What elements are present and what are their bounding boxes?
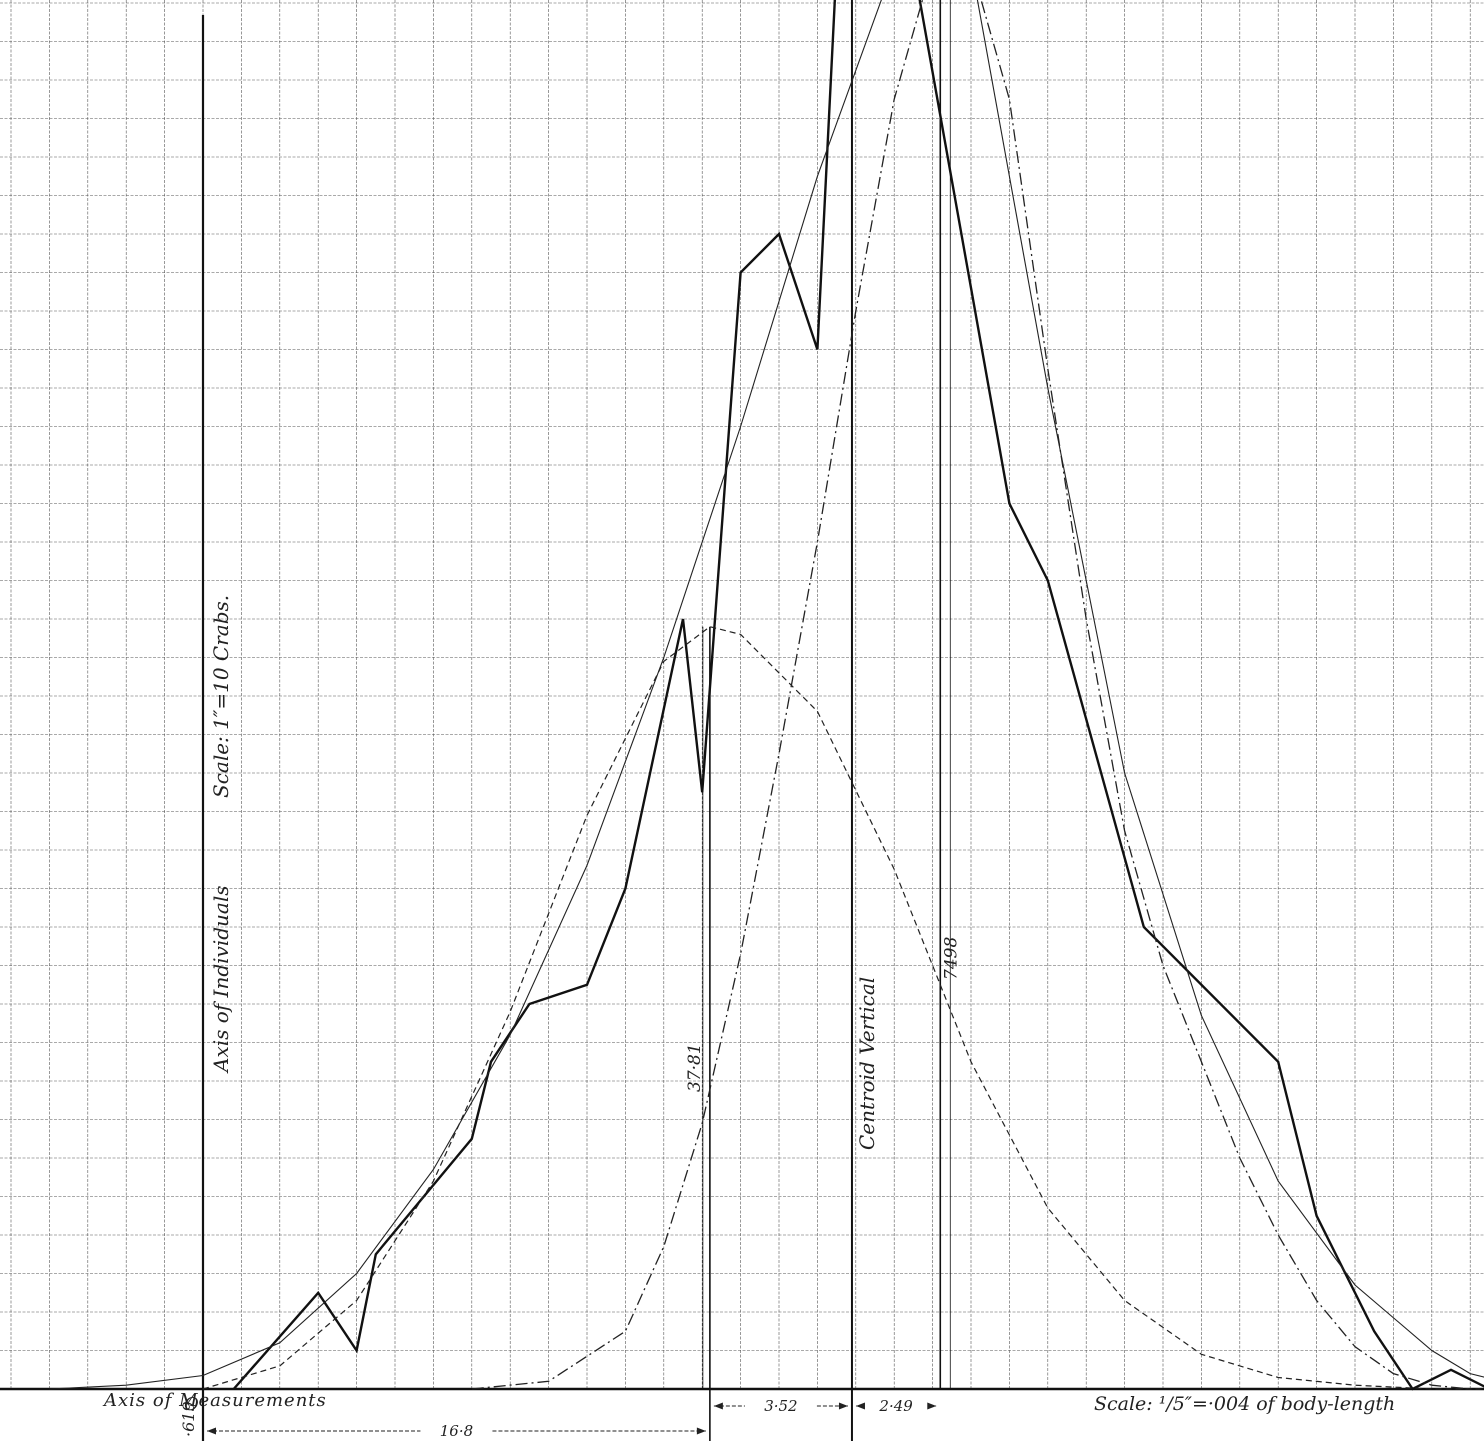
vertical-label: 37·81 [685,1043,705,1092]
origin-label: O [184,1394,199,1415]
series-component-1-line [202,626,1484,1390]
dimension-arrowhead [855,1402,865,1410]
dimension-arrowhead [696,1427,706,1435]
x-axis-title: Axis of Measurements [102,1390,327,1411]
dimension-arrowhead [713,1402,723,1410]
chart-verticals: 37·81 Centroid Vertical 7498 [685,0,961,1441]
origin-value: ·619 [179,1401,198,1437]
dimension-arrowhead [207,1427,216,1435]
series-observed-line [232,0,1484,1391]
dimension-label: 2·49 [878,1397,913,1415]
dimension-arrowhead [838,1402,848,1410]
vertical-label: Centroid Vertical [855,977,879,1150]
dimension-label: 3·52 [764,1397,797,1415]
series-component-2-line [471,0,1471,1390]
chart-dimensions: 16·8 3·52 2·49 [207,1397,937,1440]
vertical-label: 7498 [941,937,961,980]
x-scale-note: Scale: ¹/5″=·004 of body-length [1094,1393,1395,1415]
series-fitted-line [49,0,1484,1390]
dimension-label: 16·8 [440,1422,473,1440]
y-axis-title: Axis of Individuals [209,886,233,1074]
chart-axes [0,15,1484,1441]
y-scale-note: Scale: 1″=10 Crabs. [209,595,233,798]
dimension-arrowhead [927,1402,937,1410]
chart-series [49,0,1484,1391]
